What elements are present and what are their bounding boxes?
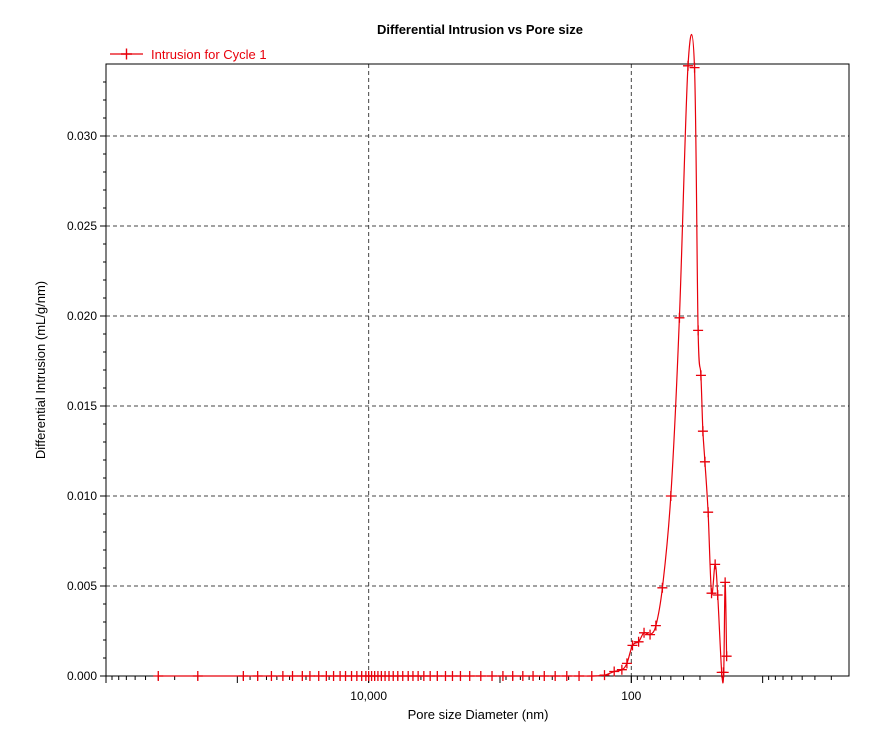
data-point-marker	[718, 667, 729, 678]
data-point-marker	[277, 671, 288, 681]
axis-ticks	[100, 81, 832, 683]
data-point-marker	[252, 671, 263, 681]
data-point-marker	[497, 671, 508, 681]
legend-marker	[121, 48, 132, 60]
data-point-marker	[475, 671, 486, 681]
data-point-marker	[266, 671, 277, 681]
y-axis-label: Differential Intrusion (mL/g/nm)	[33, 281, 48, 459]
data-point-marker	[674, 312, 685, 323]
data-point-marker	[665, 491, 676, 501]
data-point-marker	[561, 671, 572, 681]
data-point-marker	[599, 670, 610, 681]
x-tick-label: 10,000	[350, 689, 387, 703]
data-point-marker	[304, 671, 315, 681]
y-tick-label: 0.005	[67, 579, 97, 593]
y-tick-label: 0.010	[67, 489, 97, 503]
data-point-marker	[710, 559, 721, 570]
data-point-marker	[720, 577, 731, 588]
y-tick-label: 0.000	[67, 669, 97, 683]
data-point-marker	[287, 671, 298, 681]
data-point-marker	[657, 582, 668, 593]
data-point-marker	[712, 590, 723, 600]
data-point-marker	[464, 671, 475, 681]
data-point-marker	[609, 666, 620, 677]
tick-labels: 0.000 0.005 0.010 0.015 0.020 0.025 0.030 10,00…	[67, 129, 642, 703]
data-point-marker	[574, 671, 585, 681]
data-point-marker	[192, 671, 203, 681]
data-point-marker	[539, 671, 550, 681]
data-point-marker	[517, 671, 528, 681]
data-point-marker	[586, 671, 597, 681]
data-point-marker	[507, 671, 518, 681]
data-point-marker	[706, 588, 717, 599]
data-point-marker	[487, 671, 498, 681]
legend-label: Intrusion for Cycle 1	[151, 47, 267, 62]
x-axis-label: Pore size Diameter (nm)	[408, 707, 549, 722]
data-point-marker	[633, 636, 644, 647]
data-point-marker	[645, 629, 656, 640]
y-tick-label: 0.015	[67, 399, 97, 413]
data-point-marker	[550, 671, 561, 681]
data-point-marker	[683, 60, 694, 71]
data-point-marker	[621, 658, 632, 669]
series-layer	[153, 33, 732, 684]
data-point-marker	[627, 640, 638, 651]
data-point-marker	[616, 664, 627, 675]
data-point-marker	[238, 671, 249, 681]
data-point-marker	[650, 620, 661, 631]
data-point-marker	[695, 370, 706, 381]
data-point-marker	[689, 62, 700, 73]
data-point-marker	[153, 671, 164, 681]
y-tick-label: 0.020	[67, 309, 97, 323]
data-point-marker	[693, 325, 704, 336]
x-tick-label: 100	[621, 689, 641, 703]
chart-title: Differential Intrusion vs Pore size	[377, 22, 583, 37]
data-point-marker	[455, 671, 466, 681]
data-point-marker	[639, 627, 650, 638]
plot-area-frame	[105, 63, 850, 677]
data-point-marker	[528, 671, 539, 681]
y-tick-label: 0.030	[67, 129, 97, 143]
data-point-marker	[721, 651, 732, 662]
data-point-marker	[699, 456, 710, 467]
grid	[106, 64, 849, 676]
legend: Intrusion for Cycle 1	[110, 47, 267, 62]
data-point-marker	[703, 507, 714, 518]
y-tick-label: 0.025	[67, 219, 97, 233]
data-point-marker	[697, 426, 708, 437]
